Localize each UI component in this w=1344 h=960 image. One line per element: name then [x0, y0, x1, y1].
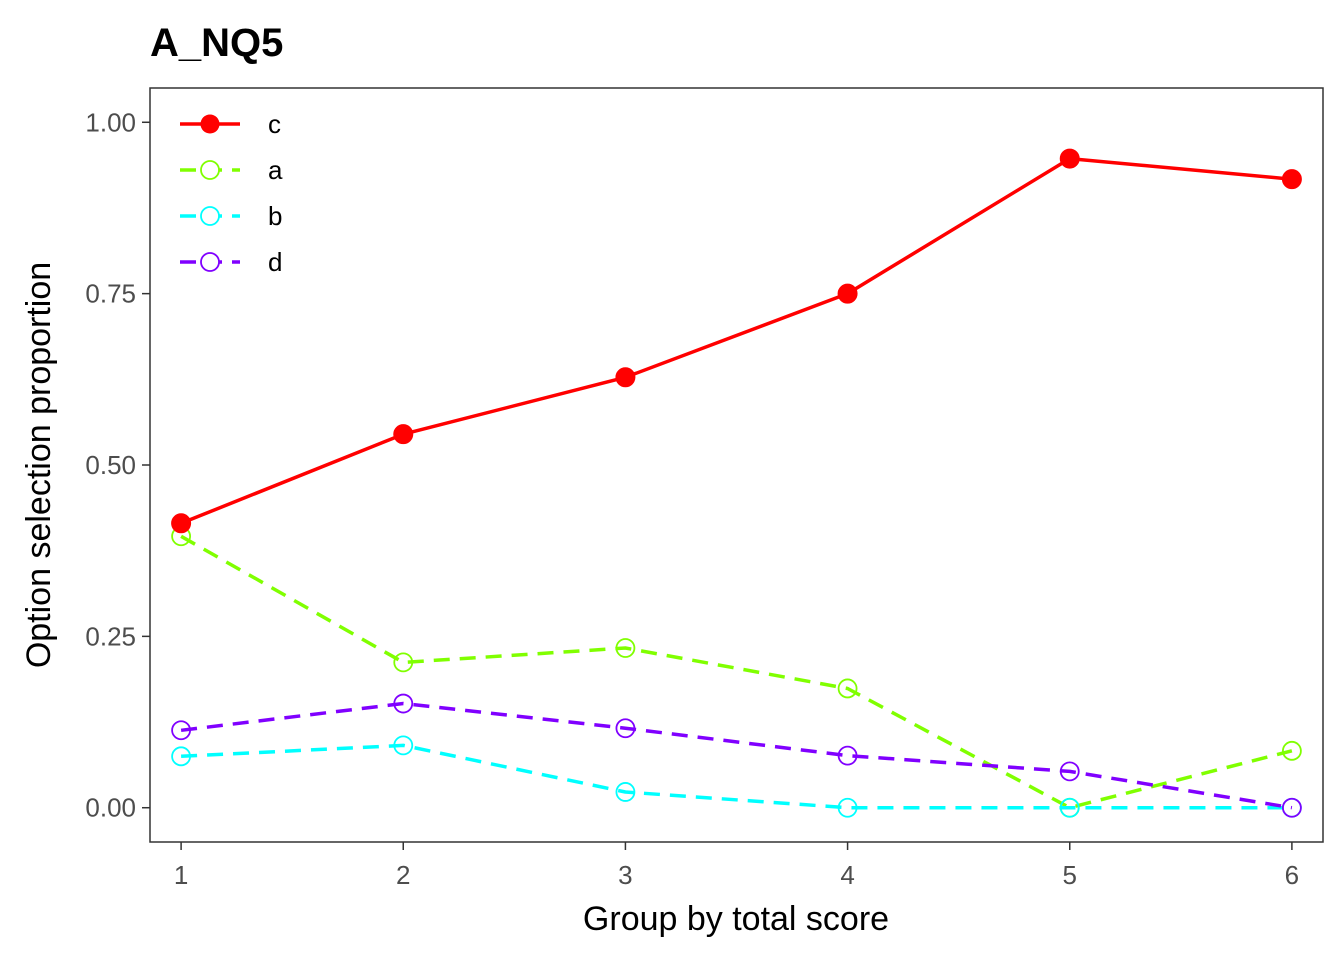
x-tick-label: 1 [174, 860, 188, 890]
series-line-b [181, 743, 1292, 810]
y-axis: 0.00 0.25 0.50 0.75 1.00 [85, 107, 150, 823]
legend-item-c: c [180, 109, 281, 139]
legend-key-marker [200, 206, 220, 226]
data-point-d [393, 693, 414, 714]
data-point-a [393, 652, 414, 673]
x-tick-label: 3 [618, 860, 632, 890]
legend-item-b: b [180, 201, 282, 231]
data-point-a [837, 678, 858, 699]
y-axis-title: Option selection proportion [20, 262, 58, 668]
legend-key-marker [200, 114, 220, 134]
legend-item-a: a [180, 155, 283, 185]
data-point-b [1059, 797, 1080, 818]
x-tick-label: 2 [396, 860, 410, 890]
x-axis: 1 2 3 4 5 6 [174, 842, 1299, 890]
y-tick-label: 1.00 [85, 107, 136, 137]
data-point-d [615, 718, 636, 739]
series-c [171, 148, 1302, 534]
series-a [171, 526, 1302, 818]
data-point-c [1059, 148, 1080, 169]
data-point-c [1281, 169, 1302, 190]
data-point-b [393, 735, 414, 756]
y-tick-label: 0.50 [85, 450, 136, 480]
series-line-a [180, 534, 1293, 810]
legend-key-marker [200, 160, 220, 180]
x-axis-title: Group by total score [583, 900, 889, 938]
y-tick-label: 0.25 [85, 621, 136, 651]
legend-label: a [268, 155, 283, 185]
data-point-a [1281, 740, 1302, 761]
data-point-d [1281, 797, 1302, 818]
data-point-d [1059, 761, 1080, 782]
legend-item-d: d [180, 247, 282, 277]
data-point-b [615, 782, 636, 802]
data-point-b [837, 797, 858, 818]
data-point-c [615, 367, 636, 388]
legend-label: b [268, 201, 282, 231]
x-tick-label: 6 [1285, 860, 1299, 890]
data-point-d [171, 720, 192, 741]
legend-label: c [268, 109, 281, 139]
chart-title: A_NQ5 [150, 21, 283, 65]
series-line-c [180, 156, 1293, 525]
x-tick-label: 4 [840, 860, 854, 890]
data-point-c [171, 513, 192, 534]
data-point-c [837, 283, 858, 304]
series-b [171, 735, 1302, 818]
y-tick-label: 0.00 [85, 793, 136, 823]
series-line-d [180, 701, 1293, 810]
data-point-b [171, 746, 192, 767]
legend-label: d [268, 247, 282, 277]
data-point-d [837, 745, 858, 766]
x-tick-label: 5 [1063, 860, 1077, 890]
y-tick-label: 0.75 [85, 279, 136, 309]
data-point-c [393, 424, 414, 445]
legend-key-marker [200, 252, 220, 272]
data-point-a [615, 638, 636, 658]
series-d [171, 693, 1302, 818]
series-layer [171, 148, 1302, 818]
